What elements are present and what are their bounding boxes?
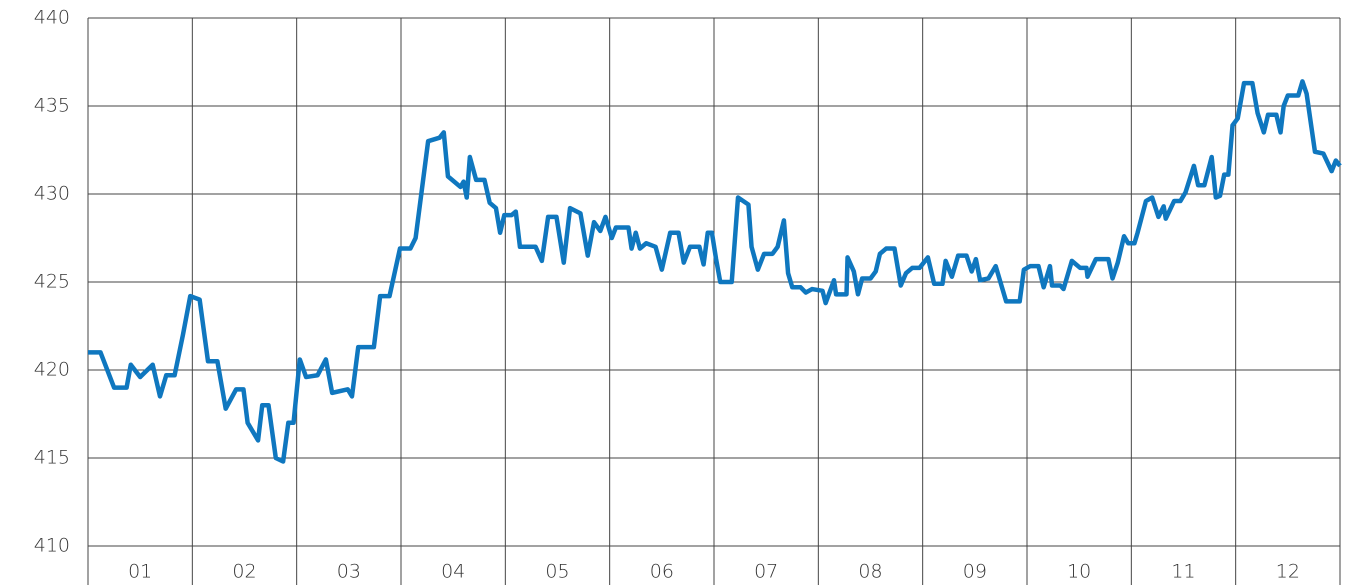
x-tick-label: 10 xyxy=(1067,561,1091,583)
x-tick-label: 03 xyxy=(337,561,361,583)
x-tick-label: 09 xyxy=(963,561,987,583)
data-line xyxy=(88,79,1342,464)
x-tick-label: 06 xyxy=(650,561,674,583)
y-tick-label: 425 xyxy=(34,271,70,293)
y-tick-label: 410 xyxy=(34,535,70,557)
x-tick-label: 02 xyxy=(232,561,256,583)
y-tick-label: 420 xyxy=(34,359,70,381)
x-tick-label: 12 xyxy=(1276,561,1300,583)
y-tick-label: 435 xyxy=(34,95,70,117)
y-tick-label: 440 xyxy=(34,7,70,29)
x-tick-label: 04 xyxy=(441,561,465,583)
x-tick-label: 07 xyxy=(754,561,778,583)
x-tick-label: 11 xyxy=(1171,561,1195,583)
y-tick-label: 415 xyxy=(34,447,70,469)
y-tick-label: 430 xyxy=(34,183,70,205)
x-tick-label: 01 xyxy=(128,561,152,583)
x-tick-label: 05 xyxy=(545,561,569,583)
x-tick-label: 08 xyxy=(858,561,882,583)
